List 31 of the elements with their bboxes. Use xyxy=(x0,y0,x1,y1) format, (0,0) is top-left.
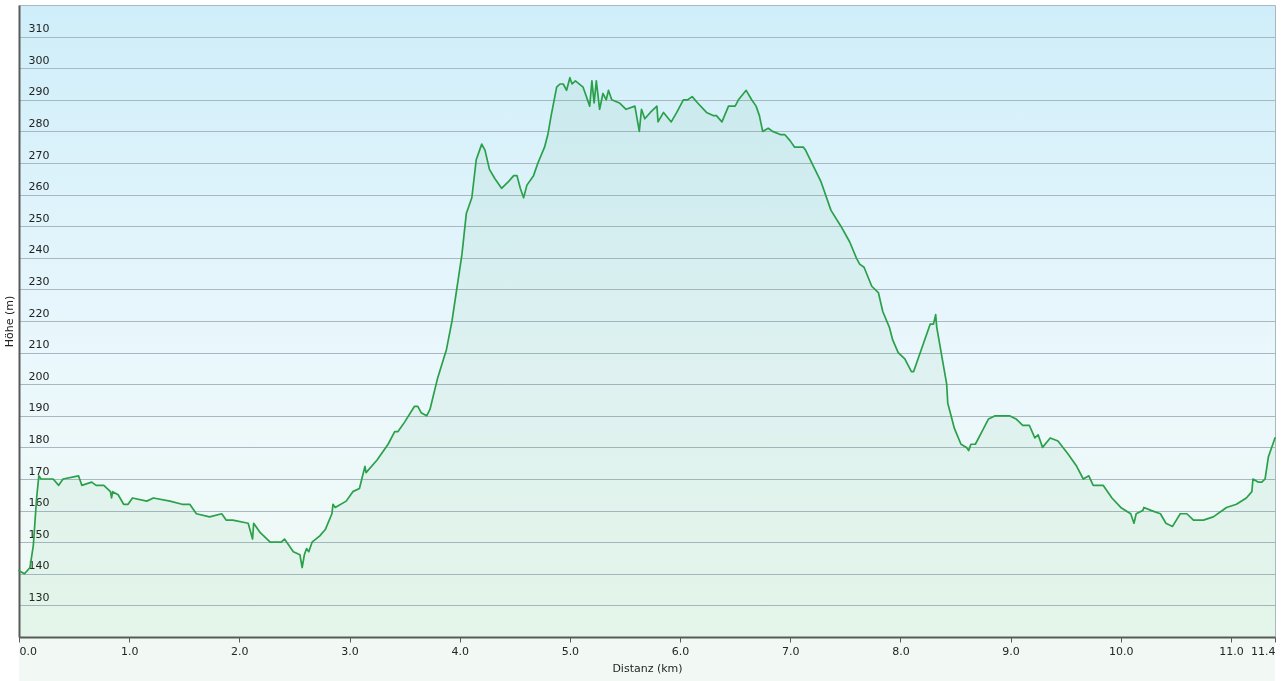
x-tick-label: 9.0 xyxy=(1002,644,1020,658)
y-tick-label: 230 xyxy=(28,274,50,288)
y-tick-label: 250 xyxy=(28,211,50,225)
y-tick-label: 200 xyxy=(28,369,50,383)
y-tick-label: 210 xyxy=(28,338,50,352)
x-tick-label: 11.4 xyxy=(1251,644,1276,658)
y-tick-label: 260 xyxy=(28,180,50,194)
x-tick-label: 3.0 xyxy=(341,644,359,658)
y-tick-label: 270 xyxy=(28,148,50,162)
x-tick-label: 4.0 xyxy=(451,644,469,658)
y-tick-label: 170 xyxy=(28,464,50,478)
x-axis-title: Distanz (km) xyxy=(612,661,683,675)
y-tick-label: 300 xyxy=(28,53,50,67)
x-tick-label: 1.0 xyxy=(120,644,139,658)
y-tick-label: 220 xyxy=(28,306,50,320)
x-tick-label: 11.0 xyxy=(1219,644,1244,658)
y-tick-label: 130 xyxy=(28,590,50,604)
x-tick-label: 10.0 xyxy=(1109,644,1134,658)
x-tick-label: 6.0 xyxy=(671,644,690,658)
x-tick-label: 7.0 xyxy=(781,644,800,658)
y-tick-label: 290 xyxy=(28,85,50,99)
y-tick-label: 240 xyxy=(28,243,50,257)
x-tick-label: 5.0 xyxy=(561,644,580,658)
x-tick-label: 0.0 xyxy=(19,644,37,658)
y-tick-label: 180 xyxy=(28,432,50,446)
y-tick-label: 190 xyxy=(28,401,50,415)
x-tick-label: 2.0 xyxy=(231,644,249,658)
x-tick-label: 8.0 xyxy=(892,644,910,658)
y-tick-label: 310 xyxy=(28,22,50,36)
y-axis-title: Höhe (m) xyxy=(2,295,16,348)
y-tick-label: 280 xyxy=(28,116,50,130)
